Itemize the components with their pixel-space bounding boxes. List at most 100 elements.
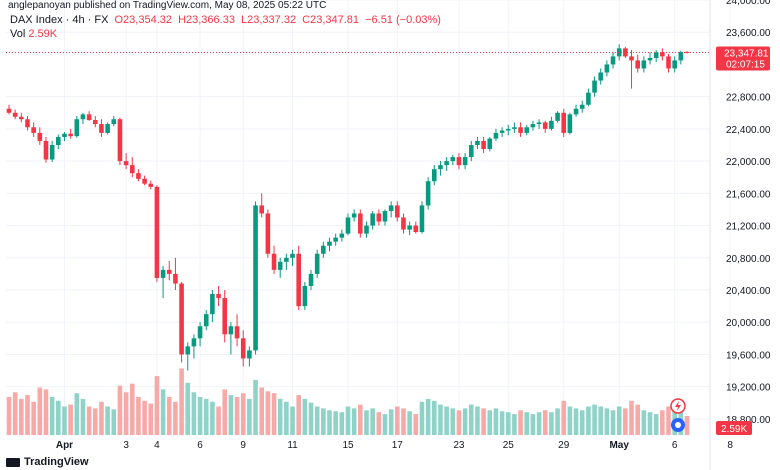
volume-bar	[314, 406, 320, 435]
volume-bar	[86, 406, 92, 435]
candle-body	[376, 213, 382, 222]
volume-bar	[327, 410, 332, 435]
volume-bar	[111, 409, 117, 435]
candle	[129, 157, 135, 178]
volume-bar	[512, 414, 517, 435]
candle	[259, 193, 265, 218]
volume-bar	[43, 389, 49, 435]
volume-bar	[505, 412, 511, 435]
candle	[302, 281, 308, 311]
x-tick-label: 17	[392, 440, 404, 451]
candle	[333, 233, 338, 246]
candle-body	[19, 116, 24, 120]
symbol-name[interactable]: DAX Index · 4h · FX	[10, 14, 109, 26]
volume-bar	[117, 385, 123, 435]
candle	[314, 249, 320, 278]
candle	[635, 54, 640, 73]
candle-body	[660, 52, 665, 57]
volume-bar	[234, 397, 240, 435]
volume-bar	[92, 408, 98, 435]
volume-bar	[148, 403, 154, 435]
candle	[598, 68, 604, 85]
candle	[191, 334, 197, 359]
brand-name: TradingView	[24, 456, 89, 468]
volume-bar	[407, 411, 412, 435]
candle-body	[512, 127, 517, 129]
volume-bar	[68, 404, 73, 435]
volume-bar	[253, 379, 258, 435]
candle	[419, 201, 425, 234]
volume-bar	[56, 400, 61, 435]
volume-legend: Vol 2.59K	[10, 28, 57, 40]
candle-body	[499, 130, 505, 133]
volume-bar	[610, 410, 616, 435]
volume-bar	[345, 406, 351, 435]
candle-body	[327, 241, 332, 246]
volume-bar	[222, 389, 228, 435]
candle-body	[635, 60, 640, 69]
candle-body	[444, 161, 449, 166]
candle-body	[173, 273, 178, 284]
candle	[395, 201, 400, 222]
candle	[142, 175, 147, 186]
candle-body	[536, 122, 542, 125]
volume-bar	[382, 414, 388, 435]
volume-bar	[598, 406, 604, 435]
candle	[166, 261, 172, 281]
volume-bar	[376, 412, 382, 435]
candle	[358, 209, 363, 238]
candle	[222, 290, 228, 343]
candle	[210, 290, 215, 323]
candle-body	[240, 338, 246, 359]
volume-bar	[616, 406, 622, 435]
candle-body	[555, 112, 560, 121]
candle-body	[277, 261, 283, 270]
candle	[450, 154, 456, 166]
candle-body	[339, 233, 345, 238]
candle	[487, 136, 493, 152]
volume-bar	[12, 392, 18, 435]
y-tick-label: 19,200.00	[726, 383, 771, 394]
candle	[123, 153, 129, 170]
volume-bar	[431, 400, 437, 435]
candle-body	[530, 124, 536, 128]
y-tick-label: 18,800.00	[726, 415, 771, 426]
candle-body	[216, 294, 221, 299]
x-tick-label: 11	[287, 440, 298, 451]
candle	[351, 209, 357, 222]
candle-body	[49, 145, 55, 160]
candle	[610, 52, 616, 69]
y-tick-label: 24,000.00	[726, 0, 771, 7]
candle-body	[549, 120, 554, 129]
volume-bar	[647, 412, 653, 435]
candle-body	[579, 104, 585, 109]
candle	[173, 257, 178, 290]
x-tick-label: 9	[240, 440, 246, 451]
x-tick-label: 15	[342, 440, 354, 451]
candle-body	[395, 205, 400, 218]
volume-bar	[210, 401, 215, 435]
candle	[653, 49, 659, 63]
candle-body	[382, 211, 388, 222]
candle-body	[672, 60, 677, 69]
volume-bar	[216, 406, 221, 435]
candle-body	[56, 136, 61, 145]
volume-badge-label: 2.59K	[721, 424, 747, 435]
candle	[549, 116, 554, 131]
volume-bar	[413, 414, 419, 435]
candle-body	[450, 157, 456, 162]
candle	[376, 209, 382, 226]
candle	[247, 346, 252, 367]
candle	[641, 56, 647, 73]
candle	[271, 245, 277, 274]
x-tick-label: 6	[672, 440, 678, 451]
candle-body	[123, 161, 129, 166]
volume-bar	[240, 393, 246, 435]
volume-bar	[197, 397, 203, 435]
candle	[431, 165, 437, 186]
x-tick-label: 23	[453, 440, 465, 451]
tradingview-logo-icon	[6, 457, 20, 467]
candle	[666, 53, 671, 73]
candle-body	[425, 181, 431, 206]
